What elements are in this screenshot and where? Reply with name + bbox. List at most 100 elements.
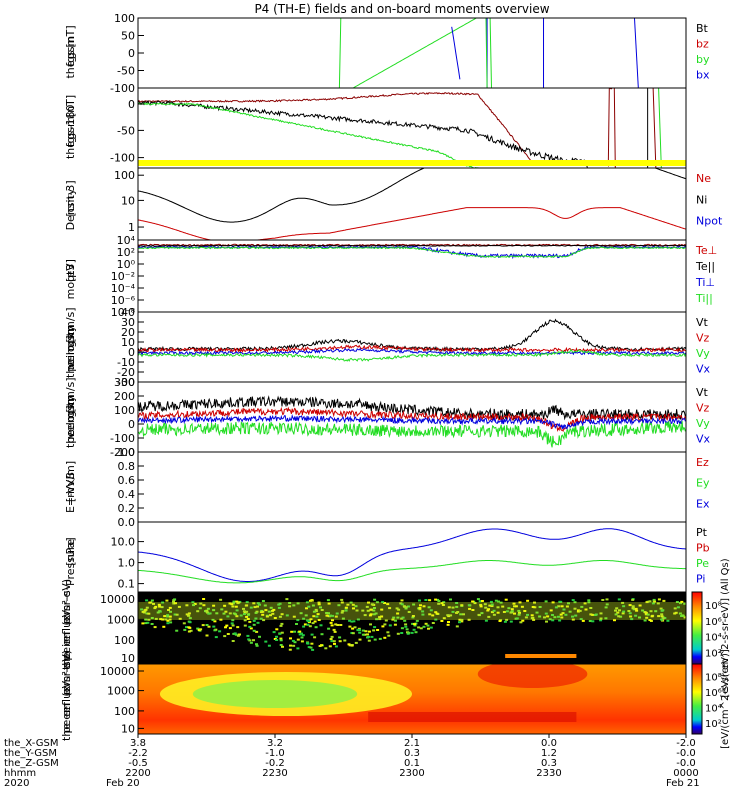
y-axis-label-line: velocity	[64, 395, 77, 438]
spectrogram-cell	[249, 627, 253, 630]
spectrogram-cell	[329, 621, 333, 624]
spectrogram-cell	[166, 619, 170, 622]
spectrogram-cell	[157, 603, 161, 606]
spectrogram-cell	[573, 601, 577, 604]
spectrogram-cell	[434, 598, 438, 601]
spectrogram-cell	[236, 634, 240, 637]
spectrogram-cell	[175, 613, 179, 616]
spectrogram-cell	[496, 606, 500, 609]
colorbar	[691, 663, 703, 735]
spectrogram-cell	[172, 602, 176, 605]
spectrogram-cell	[434, 611, 438, 614]
spectrogram-cell	[513, 612, 516, 615]
spectrogram-cell	[449, 614, 453, 617]
x-axis-row-label: the_X-GSM	[4, 738, 58, 749]
spectrogram-cell	[564, 613, 568, 616]
y-axis-label-line: eflux	[60, 614, 73, 642]
spectrogram-cell	[368, 614, 372, 617]
y-tick-label: 40	[121, 306, 135, 319]
spectrogram-cell	[513, 605, 516, 608]
spectrogram-cell	[567, 602, 570, 605]
series-vz	[138, 344, 686, 354]
spectrogram-cell	[365, 605, 369, 608]
spectrogram-cell	[484, 606, 488, 609]
spectrogram-cell	[291, 639, 295, 642]
spectrogram-cell	[431, 614, 435, 617]
spectrogram-cell	[634, 614, 638, 617]
x-tick-value: 2330	[536, 768, 561, 779]
spectrogram-cell	[422, 605, 426, 608]
spectrogram-cell	[340, 601, 344, 604]
spectrogram-cell	[290, 630, 294, 633]
spectrogram-cell	[599, 612, 603, 615]
x-tick-value: -0.5	[128, 758, 148, 769]
spectrogram-cell	[256, 602, 260, 605]
y-tick-label: 20	[121, 326, 135, 339]
spectrogram-cell	[150, 617, 154, 619]
spectrogram-cell	[253, 606, 257, 609]
legend-vt: Vt	[696, 316, 709, 329]
panel-fgs-frame	[137, 17, 687, 89]
spectrogram-cell	[479, 603, 483, 606]
spectrogram-cell	[579, 618, 583, 621]
panel-efield-frame	[137, 451, 687, 523]
spectrogram-cell	[166, 614, 170, 617]
spectrogram-cell	[343, 639, 347, 642]
spectrogram-cell	[235, 615, 239, 618]
spectrogram-cell	[167, 609, 170, 611]
spectrogram-cell	[422, 625, 426, 628]
spectrogram-cell	[233, 632, 237, 635]
spectrogram-cell	[310, 633, 314, 636]
spectrogram-cell	[281, 645, 284, 648]
spectrogram-cell	[498, 620, 502, 622]
spectrogram-cell	[372, 613, 376, 616]
spectrogram-cell	[366, 633, 369, 636]
spectrogram-cell	[660, 613, 664, 616]
spectrogram-cell	[327, 612, 330, 615]
y-tick-label: 0	[128, 47, 135, 60]
x-tick-value: -0.0	[676, 758, 696, 769]
spectrogram-cell	[480, 612, 484, 615]
spectrogram-cell	[562, 608, 566, 611]
legend-pi: Pi	[696, 573, 705, 586]
spectrogram-cell	[657, 598, 661, 601]
legend-ne: Ne	[696, 172, 711, 185]
spectrogram-cell	[265, 615, 269, 618]
spectrogram-cell	[551, 601, 555, 604]
spectrogram-cell	[505, 618, 509, 621]
y-axis-label-line: [nT]	[64, 95, 77, 117]
spectrogram-cell	[165, 599, 169, 602]
x-tick-value: Feb 20	[106, 778, 140, 789]
spectrogram-cell	[327, 602, 331, 605]
spectrogram-cell	[369, 608, 373, 611]
spectrogram-cell	[275, 628, 279, 631]
spectrogram-cell	[232, 612, 236, 615]
spectrogram-cell	[158, 605, 162, 608]
y-tick-label: -200	[110, 446, 135, 459]
panel-pressure-frame	[137, 521, 687, 593]
spectrogram-cell	[140, 608, 144, 611]
spectrogram-cell	[587, 601, 591, 604]
spectrogram-cell	[207, 612, 211, 615]
spectrogram-cell	[231, 640, 235, 642]
spectrogram-cell	[144, 622, 148, 625]
spectrogram-cell	[331, 619, 334, 622]
spectrogram-cell	[496, 611, 500, 614]
y-tick-label: 0.6	[118, 474, 136, 487]
legend-te-: Te||	[695, 260, 715, 273]
spectrogram-cell	[619, 615, 623, 618]
y-tick-label: 10²	[117, 246, 135, 259]
spectrogram-cell	[344, 609, 348, 612]
series-by-segment	[485, 18, 488, 88]
spectrogram-cell	[549, 609, 553, 612]
y-tick-label: 10⁻⁶	[111, 294, 136, 307]
y-axis-label-line: E=-VxB	[64, 472, 77, 513]
y-axis-label-line: the	[64, 141, 77, 159]
series-bx	[451, 26, 461, 80]
spectrogram-cell	[288, 605, 292, 608]
spectrogram-cell	[231, 624, 235, 627]
y-axis-label-line: the	[60, 723, 73, 741]
legend-bz: bz	[696, 38, 709, 51]
spectrogram-cell	[305, 601, 309, 604]
